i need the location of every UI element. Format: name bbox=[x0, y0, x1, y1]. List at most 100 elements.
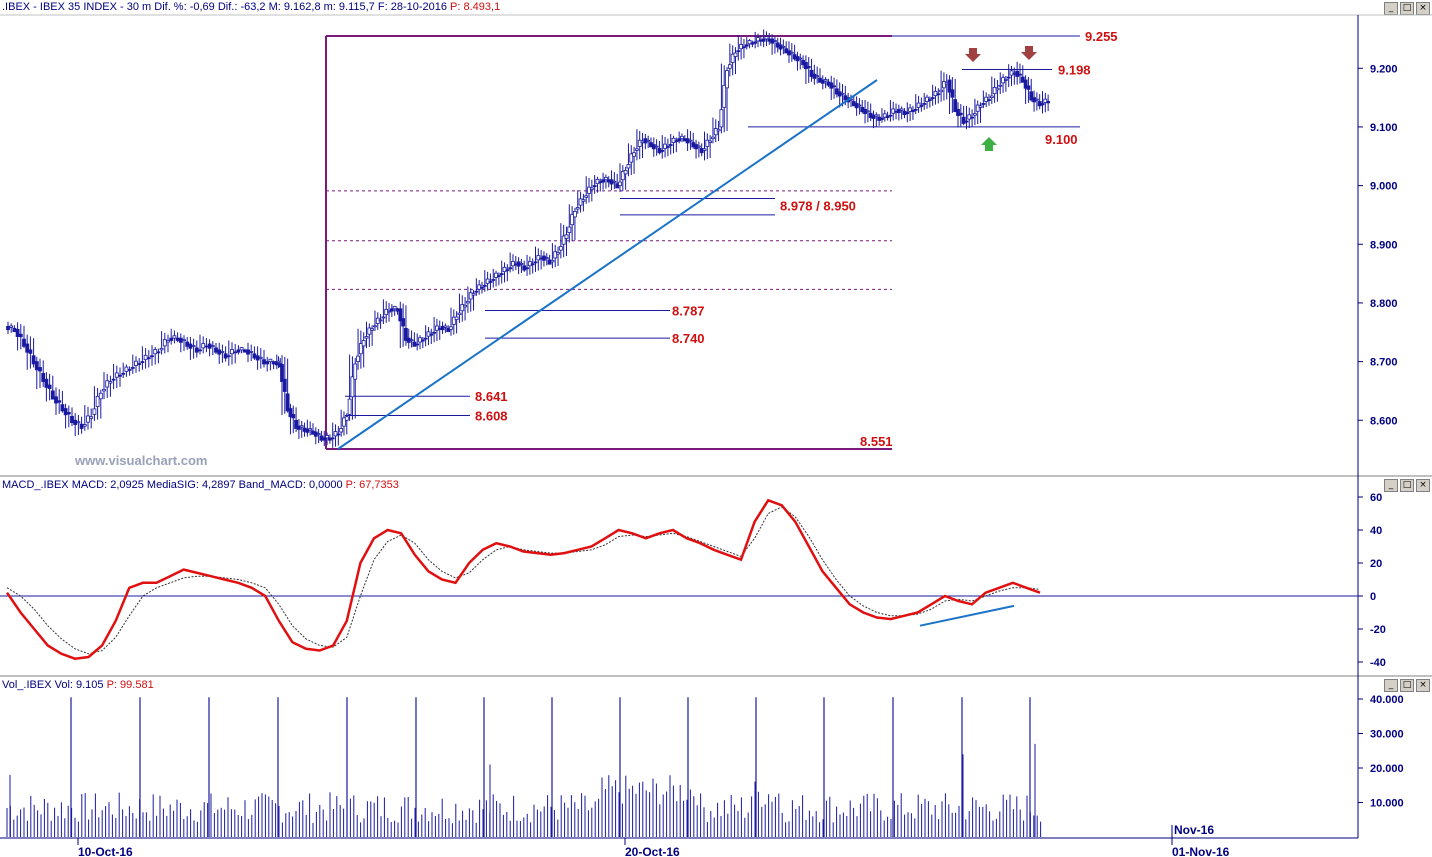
candle-body bbox=[981, 103, 986, 105]
candle-body bbox=[159, 347, 164, 351]
candle-body bbox=[660, 149, 665, 152]
candle-body bbox=[482, 284, 487, 287]
candle-body bbox=[356, 355, 360, 362]
macd-close-button[interactable]: × bbox=[1416, 479, 1430, 492]
candle-body bbox=[823, 79, 828, 82]
candle-body bbox=[370, 328, 375, 331]
macd-line bbox=[5, 498, 1041, 660]
dif-label: Dif.: -63,2 bbox=[217, 1, 266, 13]
candle-body bbox=[280, 364, 284, 382]
candle-body bbox=[214, 347, 218, 353]
candle-body bbox=[41, 372, 46, 382]
candle-body bbox=[124, 366, 129, 372]
macd-divergence-line bbox=[919, 604, 1015, 627]
level-label: 8.978 / 8.950 bbox=[780, 199, 856, 214]
candle-body bbox=[342, 417, 346, 427]
level-label: 9.100 bbox=[1045, 132, 1078, 147]
candle-body bbox=[747, 40, 752, 45]
candle-body bbox=[567, 226, 572, 233]
candle-body bbox=[276, 360, 281, 363]
candle-body bbox=[236, 349, 241, 353]
candle-body bbox=[54, 396, 58, 404]
candle-body bbox=[308, 428, 313, 431]
candle-body bbox=[958, 112, 963, 116]
candle-body bbox=[252, 353, 257, 359]
candle-body bbox=[86, 415, 90, 423]
candle-body bbox=[432, 331, 437, 334]
candle-body bbox=[761, 38, 766, 42]
candle-body bbox=[454, 316, 459, 320]
candle-body bbox=[922, 103, 927, 105]
candle-body bbox=[204, 345, 209, 348]
candle-body bbox=[316, 433, 321, 435]
level-label: 8.787 bbox=[672, 304, 705, 319]
candle-body bbox=[47, 384, 52, 389]
candle-body bbox=[353, 363, 358, 380]
candle-body bbox=[592, 185, 597, 187]
level-label: 9.198 bbox=[1058, 62, 1091, 77]
candle-body bbox=[188, 343, 193, 349]
level-label: 9.255 bbox=[1085, 29, 1118, 44]
volume-axis-label: 40.000 bbox=[1370, 694, 1404, 706]
candle-body bbox=[268, 358, 273, 362]
candle-body bbox=[258, 356, 263, 359]
candle-body bbox=[127, 369, 132, 371]
candle-body bbox=[1043, 98, 1048, 103]
candle-body bbox=[519, 263, 524, 265]
candle-body bbox=[220, 351, 225, 353]
candle-body bbox=[38, 367, 42, 372]
candle-body bbox=[262, 359, 266, 365]
candle-body bbox=[1029, 91, 1034, 101]
candle-body bbox=[296, 425, 301, 430]
volume-axis-label: 20.000 bbox=[1370, 763, 1404, 775]
candle-body bbox=[798, 57, 803, 60]
candle-body bbox=[15, 328, 20, 337]
candle-body bbox=[970, 116, 974, 119]
candle-body bbox=[423, 337, 428, 340]
min-label: m: 9.115,7 bbox=[323, 1, 375, 13]
candle-body bbox=[575, 207, 580, 210]
volume-window-buttons: _ □ × bbox=[1384, 679, 1430, 692]
candle-body bbox=[550, 259, 555, 263]
candle-body bbox=[207, 343, 212, 349]
macd-maximize-button[interactable]: □ bbox=[1400, 479, 1414, 492]
candle-body bbox=[533, 261, 538, 264]
candle-body bbox=[725, 70, 729, 89]
candle-body bbox=[239, 347, 244, 351]
candle-body bbox=[446, 327, 451, 333]
macd-minimize-button[interactable]: _ bbox=[1384, 479, 1398, 492]
candle-body bbox=[18, 333, 23, 338]
candle-body bbox=[288, 408, 293, 418]
candle-body bbox=[172, 335, 177, 339]
price-axis-label: 9.100 bbox=[1370, 122, 1398, 134]
candle-body bbox=[98, 392, 103, 400]
volume-maximize-button[interactable]: □ bbox=[1400, 679, 1414, 692]
candle-body bbox=[589, 187, 594, 190]
candle-body bbox=[620, 171, 625, 181]
candle-body bbox=[66, 412, 71, 415]
candle-body bbox=[79, 423, 84, 429]
volume-value: Vol: 9.105 bbox=[54, 679, 104, 691]
candle-body bbox=[727, 64, 732, 69]
candle-body bbox=[730, 53, 735, 63]
dif-pct-label: Dif. %: -0,69 bbox=[154, 1, 215, 13]
price-axis-label: 9.000 bbox=[1370, 181, 1398, 193]
candle-body bbox=[908, 107, 913, 112]
candle-body bbox=[330, 437, 335, 440]
candle-body bbox=[581, 199, 586, 202]
price-axis-label: 8.700 bbox=[1370, 357, 1398, 369]
macd-axis-label: 40 bbox=[1370, 525, 1382, 537]
candle-body bbox=[1006, 76, 1011, 79]
candle-body bbox=[874, 114, 879, 117]
candle-body bbox=[344, 416, 349, 421]
candle-body bbox=[463, 304, 467, 308]
candle-body bbox=[665, 146, 670, 148]
volume-minimize-button[interactable]: _ bbox=[1384, 679, 1398, 692]
max-label: M: 9.162,8 bbox=[268, 1, 321, 13]
volume-close-button[interactable]: × bbox=[1416, 679, 1430, 692]
candle-body bbox=[140, 361, 145, 363]
macd-value: MACD: 2,0925 bbox=[71, 479, 144, 491]
candle-body bbox=[711, 136, 715, 140]
candle-body bbox=[265, 361, 270, 365]
